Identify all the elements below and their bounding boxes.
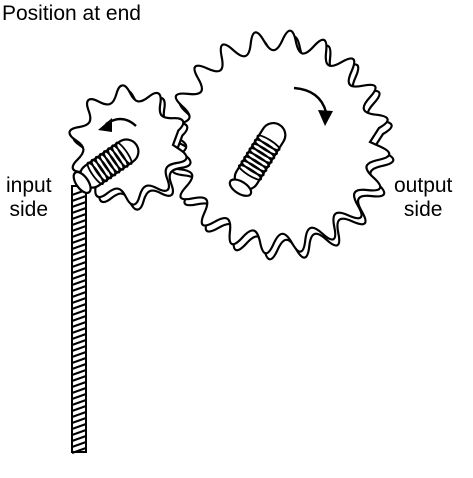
output-label-line-2: side	[403, 198, 443, 221]
large-axle-icon	[228, 122, 287, 197]
input-side-label: input side	[6, 174, 52, 222]
input-label-line-2: side	[9, 198, 49, 221]
diagram-title: Position at end	[2, 2, 141, 25]
input-label-line-1: input	[6, 174, 52, 197]
output-side-label: output side	[394, 174, 452, 222]
clockwise-arrow-icon	[293, 86, 333, 126]
counterclockwise-arrow-icon	[98, 117, 137, 132]
twisted-string-icon	[71, 185, 87, 454]
output-label-line-1: output	[394, 174, 453, 197]
small-axle-icon	[72, 138, 140, 195]
